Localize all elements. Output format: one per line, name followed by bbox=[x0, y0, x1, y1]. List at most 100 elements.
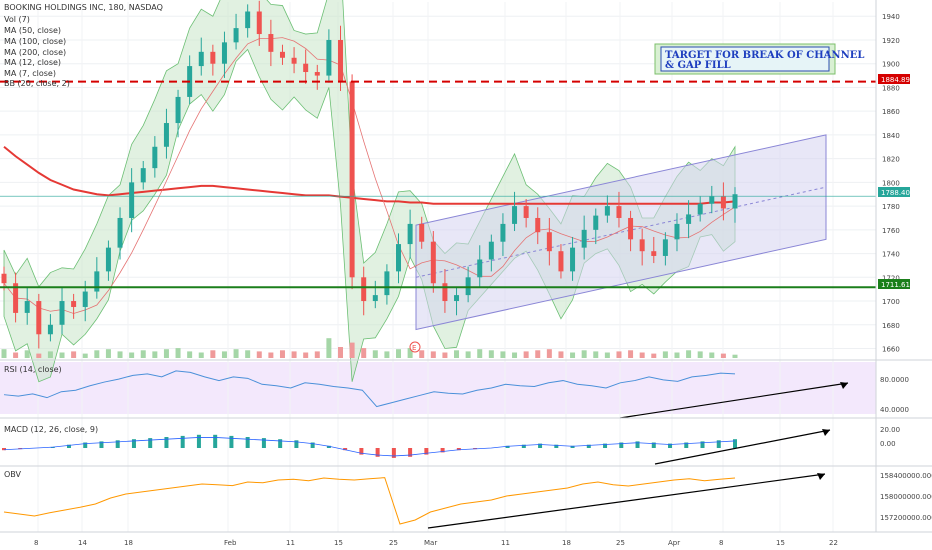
current-price-label: 1788.40 bbox=[881, 189, 910, 197]
volume-bar bbox=[268, 352, 274, 358]
candle-body bbox=[616, 206, 622, 218]
macd-histogram-bar bbox=[554, 444, 559, 448]
volume-bar bbox=[686, 350, 692, 358]
x-tick-label: 25 bbox=[616, 539, 625, 547]
obv-title: OBV bbox=[4, 470, 22, 479]
candle-body bbox=[488, 241, 494, 260]
volume-bar bbox=[477, 349, 483, 358]
macd-pane bbox=[2, 429, 831, 465]
volume-bar bbox=[256, 351, 262, 358]
volume-bar bbox=[1, 349, 7, 358]
macd-histogram-bar bbox=[619, 442, 624, 448]
volume-bar bbox=[59, 352, 65, 358]
macd-histogram-bar bbox=[603, 443, 608, 448]
candle-body bbox=[163, 123, 169, 147]
volume-bar bbox=[233, 349, 239, 358]
candle-body bbox=[1, 273, 7, 284]
y-tick-label: 1780 bbox=[882, 203, 900, 211]
candle-body bbox=[94, 271, 100, 292]
volume-bar bbox=[210, 350, 216, 358]
indicator-vol: Vol (7) bbox=[4, 15, 30, 24]
volume-bar bbox=[604, 352, 610, 358]
candle-body bbox=[140, 168, 146, 183]
volume-bar bbox=[396, 349, 402, 358]
macd-histogram-bar bbox=[229, 435, 234, 448]
macd-histogram-bar bbox=[2, 448, 6, 451]
candle-body bbox=[361, 277, 367, 302]
volume-bar bbox=[662, 351, 668, 358]
candle-body bbox=[419, 223, 425, 242]
y-tick-label: 1740 bbox=[882, 251, 900, 259]
rsi-title: RSI (14, close) bbox=[4, 365, 62, 374]
macd-histogram-bar bbox=[326, 445, 331, 448]
candle-body bbox=[604, 206, 610, 216]
current-price-tag bbox=[878, 187, 910, 197]
obv-tick-2: 158000000.0000 bbox=[880, 493, 932, 501]
indicator-ma100: MA (100, close) bbox=[4, 37, 66, 46]
candle-body bbox=[581, 229, 587, 248]
macd-line bbox=[3, 437, 736, 457]
macd-histogram-bar bbox=[310, 442, 315, 448]
annotation-line1: TARGET FOR BREAK OF CHANNEL bbox=[665, 50, 864, 61]
volume-bar bbox=[593, 351, 599, 358]
volume-bar bbox=[314, 351, 320, 358]
resistance-price-tag bbox=[878, 74, 910, 84]
candle-body bbox=[732, 194, 738, 209]
candle-body bbox=[279, 51, 285, 58]
candle-body bbox=[430, 241, 436, 284]
obv-line bbox=[3, 477, 736, 525]
volume-bars bbox=[1, 338, 738, 358]
macd-histogram-bar bbox=[505, 445, 510, 448]
volume-bar bbox=[47, 351, 53, 358]
obv-pane bbox=[3, 473, 826, 529]
x-tick-label: Feb bbox=[224, 539, 237, 547]
candle-body bbox=[697, 203, 703, 215]
volume-bar bbox=[291, 351, 297, 358]
annotation-inner bbox=[660, 46, 830, 72]
macd-histogram-bar bbox=[148, 438, 153, 448]
volume-bar bbox=[720, 353, 726, 358]
volume-bar bbox=[628, 350, 634, 358]
level-lines bbox=[0, 80, 876, 289]
annotation-line2: & GAP FILL bbox=[665, 60, 731, 71]
candle-body bbox=[512, 206, 518, 224]
candle-body bbox=[558, 251, 564, 272]
volume-bar bbox=[709, 352, 715, 358]
macd-histogram-bar bbox=[245, 437, 250, 448]
x-tick-label: 15 bbox=[334, 539, 343, 547]
channel-area bbox=[415, 134, 827, 331]
macd-histogram-bar bbox=[408, 448, 413, 457]
volume-bar bbox=[198, 352, 204, 358]
volume-bar bbox=[152, 351, 158, 358]
y-tick-label: 1920 bbox=[882, 37, 900, 45]
earnings-marker-icon[interactable] bbox=[409, 341, 421, 353]
moving-averages bbox=[3, 37, 736, 314]
candle-body bbox=[349, 81, 355, 278]
candle-body bbox=[639, 239, 645, 252]
volume-bar bbox=[221, 351, 227, 358]
x-tick-label: 15 bbox=[776, 539, 785, 547]
x-tick-label: Apr bbox=[668, 539, 680, 547]
macd-histogram-bar bbox=[538, 443, 543, 448]
rsi-tick-40: 40.0000 bbox=[880, 406, 909, 414]
candle-body bbox=[24, 301, 30, 313]
volume-bar bbox=[454, 350, 460, 358]
volume-bar bbox=[639, 352, 645, 358]
macd-histogram-bar bbox=[391, 448, 396, 458]
x-tick-label: 22 bbox=[829, 539, 838, 547]
support-price-tag bbox=[878, 279, 910, 289]
volume-bar bbox=[465, 351, 471, 358]
macd-histogram-bar bbox=[440, 448, 445, 453]
ma200-line bbox=[3, 145, 736, 205]
volume-bar bbox=[419, 350, 425, 358]
volume-bar bbox=[140, 350, 146, 358]
candle-body bbox=[477, 259, 483, 278]
candle-body bbox=[674, 223, 680, 240]
macd-histogram-bar bbox=[294, 440, 299, 448]
volume-bar bbox=[651, 353, 657, 358]
volume-bar bbox=[430, 351, 436, 358]
candle-body bbox=[384, 271, 390, 296]
volume-bar bbox=[581, 350, 587, 358]
macd-histogram-bar bbox=[733, 439, 737, 448]
